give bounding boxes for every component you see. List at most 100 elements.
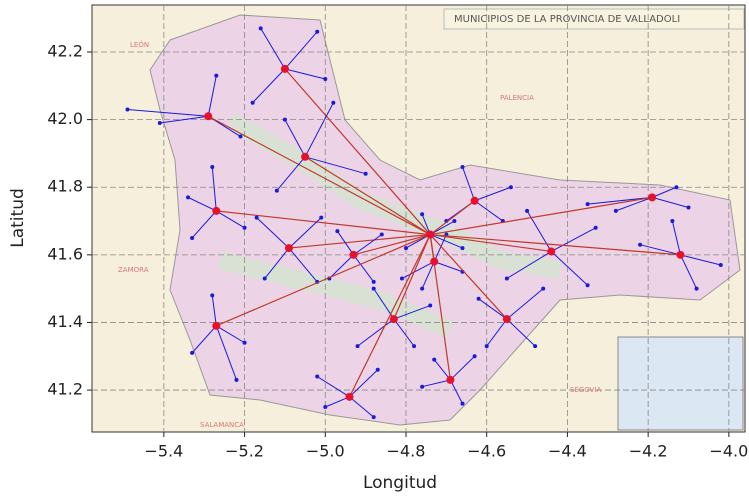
x-axis-label: Longitud xyxy=(363,473,437,493)
municipality-point xyxy=(250,100,255,105)
region-label: SALAMANCA xyxy=(200,421,244,429)
municipality-point xyxy=(331,100,336,105)
municipality-point xyxy=(593,225,598,230)
municipality-point xyxy=(371,279,376,284)
y-axis-label: Latitud xyxy=(8,188,28,248)
spoke xyxy=(328,254,354,279)
spoke xyxy=(639,244,681,256)
municipality-point xyxy=(399,276,404,281)
spoke xyxy=(211,166,217,211)
municipality-point xyxy=(190,235,195,240)
spoke xyxy=(551,227,596,252)
spoke xyxy=(187,196,217,212)
spoke xyxy=(474,186,512,202)
spoke xyxy=(215,325,237,381)
x-tick-label: −4.6 xyxy=(467,442,506,461)
municipality-point xyxy=(363,171,368,176)
trunk-link xyxy=(430,196,653,236)
trunk-link xyxy=(284,68,431,235)
spoke xyxy=(252,68,286,104)
spoke xyxy=(349,369,379,398)
spoke xyxy=(288,217,322,249)
x-tick-label: −4.2 xyxy=(629,442,668,461)
municipality-point xyxy=(420,212,425,217)
municipality-point xyxy=(319,215,324,220)
municipality-point xyxy=(420,286,425,291)
municipality-point xyxy=(420,384,425,389)
spoke xyxy=(401,261,435,279)
spoke xyxy=(478,298,508,320)
hub-point xyxy=(547,247,556,256)
municipality-point xyxy=(460,164,465,169)
municipality-point xyxy=(242,340,247,345)
spoke xyxy=(587,196,653,205)
spoke xyxy=(304,102,334,158)
spoke xyxy=(506,318,536,347)
municipality-point xyxy=(315,29,320,34)
municipality-point xyxy=(190,350,195,355)
municipality-point xyxy=(432,357,437,362)
hub-point xyxy=(204,112,213,121)
x-tick-label: −4.0 xyxy=(709,442,748,461)
x-tick-label: −4.4 xyxy=(548,442,587,461)
hub-point xyxy=(676,250,685,259)
municipality-point xyxy=(210,164,215,169)
x-tick-label: −5.4 xyxy=(144,442,183,461)
municipality-point xyxy=(670,219,675,224)
trunk-link xyxy=(430,233,552,253)
region-label: SEGOVIA xyxy=(570,386,602,394)
trunk-link xyxy=(429,200,475,236)
municipality-point xyxy=(585,202,590,207)
spoke xyxy=(680,254,721,266)
trunk-link xyxy=(216,234,431,327)
trunk-link xyxy=(393,234,431,320)
municipality-point xyxy=(335,229,340,234)
spoke xyxy=(353,234,383,256)
hub-point xyxy=(345,392,354,401)
municipality-point xyxy=(504,276,509,281)
spoke xyxy=(127,108,209,117)
inset-map xyxy=(617,336,744,431)
municipality-point xyxy=(214,73,219,78)
municipality-point xyxy=(234,377,239,382)
spoke xyxy=(276,156,306,191)
municipality-point xyxy=(686,205,691,210)
spoke xyxy=(430,234,463,249)
spoke xyxy=(216,325,245,344)
x-tick-label: −5.2 xyxy=(225,442,264,461)
spoke xyxy=(191,210,217,239)
plot-layer: LEÓN PALENCIA ZAMORA SEGOVIA SALAMANCA xyxy=(92,5,745,432)
hub-point xyxy=(349,250,358,259)
municipality-point xyxy=(282,117,287,122)
spoke xyxy=(506,288,544,320)
spoke xyxy=(316,376,350,398)
map-title-box xyxy=(443,8,745,30)
municipality-point xyxy=(613,208,618,213)
trunk-link xyxy=(207,115,431,236)
spoke xyxy=(284,119,306,158)
municipality-point xyxy=(452,219,457,224)
y-tick-label: 41.6 xyxy=(47,244,83,263)
spoke xyxy=(506,251,552,279)
spoke xyxy=(264,247,290,279)
municipality-point xyxy=(371,286,376,291)
spoke xyxy=(486,318,508,347)
region-label: ZAMORA xyxy=(118,266,149,274)
municipality-point xyxy=(371,415,376,420)
municipality-point xyxy=(186,195,191,200)
y-tick-label: 42.0 xyxy=(47,109,83,128)
spoke xyxy=(211,295,217,326)
municipality-point xyxy=(403,246,408,251)
spoke xyxy=(325,396,350,408)
municipality-point xyxy=(541,286,546,291)
municipality-point xyxy=(585,283,590,288)
municipality-point xyxy=(157,120,162,125)
hub-point xyxy=(470,196,479,205)
spoke xyxy=(550,251,588,286)
municipality-point xyxy=(533,344,538,349)
spoke xyxy=(474,200,504,222)
municipality-point xyxy=(355,344,360,349)
spoke xyxy=(429,220,455,235)
